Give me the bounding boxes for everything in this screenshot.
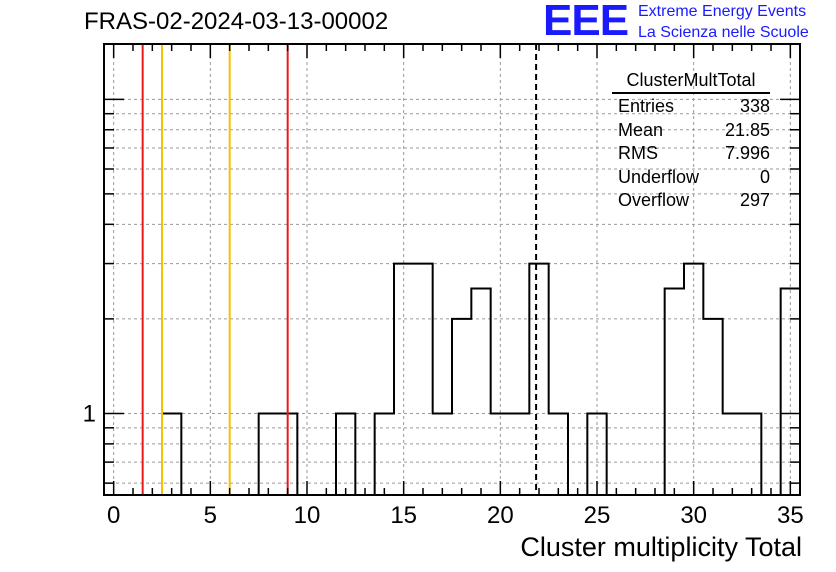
stats-label: RMS <box>618 143 658 163</box>
histogram-bin <box>433 413 452 495</box>
stats-label: Underflow <box>618 166 700 187</box>
plot-frame <box>103 43 801 496</box>
histogram-bin <box>471 288 490 495</box>
histogram-bin <box>413 264 432 495</box>
logo-line-1: Extreme Energy Events <box>638 3 807 20</box>
histogram-bin <box>529 264 548 495</box>
x-axis-label: Cluster multiplicity Total <box>520 532 802 562</box>
histogram-bin <box>452 319 471 495</box>
histogram-bin <box>510 413 529 495</box>
histogram-bin <box>394 264 413 495</box>
stats-value: 7.996 <box>724 143 770 163</box>
histogram-bin <box>684 264 703 495</box>
stats-label: Mean <box>618 119 664 140</box>
stats-row-overflow: Overflow 297 <box>612 189 770 213</box>
histogram-bin <box>723 413 742 495</box>
y-tick-label: 1 <box>83 400 96 427</box>
logo-line-2: La Scienza nelle Scuole <box>638 24 809 41</box>
histogram-bin <box>549 413 568 495</box>
histogram-bin <box>336 413 355 495</box>
stats-label: Entries <box>618 96 675 116</box>
stats-row-mean: Mean 21.85 <box>612 119 770 143</box>
stats-value: 297 <box>739 190 770 210</box>
eee-logo: EEE <box>543 0 629 45</box>
histogram-bin <box>665 288 684 495</box>
x-tick-label: 35 <box>777 502 804 529</box>
stats-row-rms: RMS 7.996 <box>612 142 770 166</box>
x-tick-label: 25 <box>584 502 611 529</box>
chart-title: FRAS-02-2024-03-13-00002 <box>84 8 389 35</box>
x-tick-label: 0 <box>107 502 120 529</box>
x-tick-label: 20 <box>487 502 514 529</box>
histogram-bin <box>703 319 722 495</box>
stats-value: 338 <box>739 96 770 116</box>
stats-title: ClusterMultTotal <box>612 70 770 94</box>
x-tick-label: 5 <box>204 502 217 529</box>
stats-row-entries: Entries 338 <box>612 95 770 119</box>
histogram-bin <box>162 413 181 495</box>
histogram-bin <box>742 413 761 495</box>
histogram-bin <box>259 413 278 495</box>
stats-value: 0 <box>759 166 770 187</box>
stats-box: ClusterMultTotal Entries 338 Mean 21.85 … <box>612 70 770 213</box>
stats-label: Overflow <box>618 190 690 210</box>
histogram-bin <box>375 413 394 495</box>
stats-value: 21.85 <box>724 119 770 140</box>
stats-row-underflow: Underflow 0 <box>612 166 770 190</box>
x-tick-label: 15 <box>390 502 417 529</box>
x-tick-label: 30 <box>680 502 707 529</box>
x-tick-label: 10 <box>294 502 321 529</box>
